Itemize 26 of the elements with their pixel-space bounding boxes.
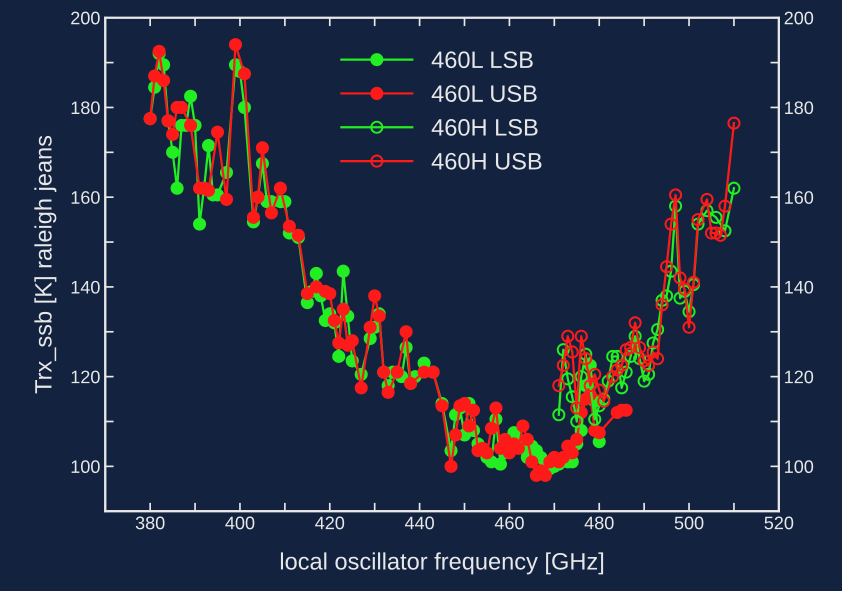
y2-tick-label: 100 [785, 460, 814, 474]
legend-label: 460H USB [432, 152, 542, 170]
x-axis-title: local oscillator frequency [GHz] [280, 552, 604, 574]
y2-tick-label: 160 [785, 191, 814, 204]
y-tick-label: 100 [72, 460, 100, 474]
y2-tick-label: 140 [785, 280, 814, 294]
x-tick-label: 520 [764, 516, 794, 530]
y2-tick-label: 120 [785, 370, 814, 384]
x-tick-label: 400 [225, 516, 254, 530]
x-tick-label: 460 [494, 516, 524, 530]
y2-tick-label: 180 [785, 101, 814, 114]
y-tick-label: 120 [72, 370, 100, 384]
y2-tick-label: 200 [784, 12, 814, 24]
legend-label: 460L USB [432, 85, 537, 102]
legend-label: 460L LSB [432, 51, 533, 68]
legend-label: 460H LSB [432, 119, 538, 136]
y-tick-label: 180 [72, 101, 100, 114]
x-tick-label: 420 [315, 516, 344, 530]
y-tick-label: 160 [72, 191, 100, 204]
y-tick-label: 140 [72, 280, 100, 294]
x-tick-label: 500 [674, 516, 704, 530]
y-tick-label: 200 [71, 12, 100, 24]
x-tick-label: 380 [136, 516, 165, 530]
x-tick-label: 440 [404, 516, 434, 530]
x-tick-label: 480 [584, 516, 614, 530]
y-axis-title: Trx_ssb [K] raleigh jeans [34, 136, 56, 394]
